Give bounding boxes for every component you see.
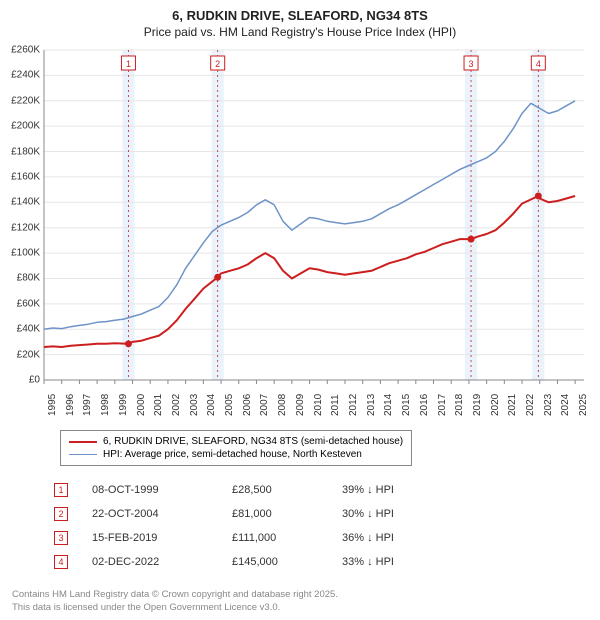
x-tick-label: 1995 bbox=[47, 394, 58, 416]
footer-line-2: This data is licensed under the Open Gov… bbox=[12, 602, 338, 614]
chart-subtitle: Price paid vs. HM Land Registry's House … bbox=[0, 25, 600, 41]
svg-text:4: 4 bbox=[536, 59, 541, 69]
y-tick-label: £0 bbox=[29, 375, 40, 386]
x-tick-label: 2002 bbox=[171, 394, 182, 416]
x-tick-label: 1996 bbox=[65, 394, 76, 416]
x-tick-label: 2011 bbox=[330, 394, 341, 416]
sale-price: £81,000 bbox=[232, 508, 342, 520]
sale-diff: 39% ↓ HPI bbox=[342, 484, 462, 496]
y-tick-label: £80K bbox=[17, 273, 40, 284]
title-block: 6, RUDKIN DRIVE, SLEAFORD, NG34 8TS Pric… bbox=[0, 0, 600, 40]
legend-swatch bbox=[69, 441, 97, 443]
legend-label: 6, RUDKIN DRIVE, SLEAFORD, NG34 8TS (sem… bbox=[103, 436, 403, 447]
sale-date: 02-DEC-2022 bbox=[92, 556, 232, 568]
x-tick-label: 2022 bbox=[525, 394, 536, 416]
sale-price: £145,000 bbox=[232, 556, 342, 568]
x-tick-label: 1997 bbox=[82, 394, 93, 416]
x-tick-label: 2005 bbox=[224, 394, 235, 416]
svg-text:3: 3 bbox=[469, 59, 474, 69]
footer-attribution: Contains HM Land Registry data © Crown c… bbox=[12, 589, 338, 614]
sale-marker-box: 2 bbox=[54, 507, 68, 521]
x-tick-label: 2004 bbox=[206, 394, 217, 416]
sale-diff: 36% ↓ HPI bbox=[342, 532, 462, 544]
sale-price: £111,000 bbox=[232, 532, 342, 544]
y-axis-labels: £0£20K£40K£60K£80K£100K£120K£140K£160K£1… bbox=[0, 50, 42, 380]
legend-swatch bbox=[69, 454, 97, 455]
x-tick-label: 2003 bbox=[189, 394, 200, 416]
chart-plot-area: 1 2 3 4 bbox=[44, 50, 584, 380]
sale-date: 15-FEB-2019 bbox=[92, 532, 232, 544]
chart-svg: 1 2 3 4 bbox=[44, 50, 584, 380]
svg-text:2: 2 bbox=[215, 59, 220, 69]
sales-table: 1 08-OCT-1999£28,50039% ↓ HPI 2 22-OCT-2004… bbox=[54, 478, 462, 574]
x-tick-label: 2014 bbox=[383, 394, 394, 416]
chart-title: 6, RUDKIN DRIVE, SLEAFORD, NG34 8TS bbox=[0, 8, 600, 25]
sale-row: 2 22-OCT-2004£81,00030% ↓ HPI bbox=[54, 502, 462, 526]
x-tick-label: 2016 bbox=[419, 394, 430, 416]
sale-diff: 33% ↓ HPI bbox=[342, 556, 462, 568]
x-tick-label: 2000 bbox=[136, 394, 147, 416]
x-tick-label: 2001 bbox=[153, 394, 164, 416]
y-tick-label: £140K bbox=[11, 197, 40, 208]
sale-date: 08-OCT-1999 bbox=[92, 484, 232, 496]
y-tick-label: £220K bbox=[11, 95, 40, 106]
legend: 6, RUDKIN DRIVE, SLEAFORD, NG34 8TS (sem… bbox=[60, 430, 412, 466]
y-tick-label: £40K bbox=[17, 324, 40, 335]
x-tick-label: 2006 bbox=[242, 394, 253, 416]
y-tick-label: £60K bbox=[17, 298, 40, 309]
y-tick-label: £180K bbox=[11, 146, 40, 157]
sale-marker-box: 1 bbox=[54, 483, 68, 497]
sale-marker-box: 4 bbox=[54, 555, 68, 569]
footer-line-1: Contains HM Land Registry data © Crown c… bbox=[12, 589, 338, 601]
x-tick-label: 2008 bbox=[277, 394, 288, 416]
sale-marker-box: 3 bbox=[54, 531, 68, 545]
x-tick-label: 2012 bbox=[348, 394, 359, 416]
x-tick-label: 2024 bbox=[560, 394, 571, 416]
x-tick-label: 2013 bbox=[366, 394, 377, 416]
sale-row: 4 02-DEC-2022£145,00033% ↓ HPI bbox=[54, 550, 462, 574]
x-tick-label: 2019 bbox=[472, 394, 483, 416]
y-tick-label: £260K bbox=[11, 45, 40, 56]
y-tick-label: £20K bbox=[17, 349, 40, 360]
x-tick-label: 2021 bbox=[507, 394, 518, 416]
sale-price: £28,500 bbox=[232, 484, 342, 496]
x-tick-label: 2010 bbox=[313, 394, 324, 416]
x-tick-label: 2007 bbox=[259, 394, 270, 416]
y-tick-label: £200K bbox=[11, 121, 40, 132]
y-tick-label: £240K bbox=[11, 70, 40, 81]
x-tick-label: 2023 bbox=[543, 394, 554, 416]
x-tick-label: 2009 bbox=[295, 394, 306, 416]
legend-item: 6, RUDKIN DRIVE, SLEAFORD, NG34 8TS (sem… bbox=[69, 435, 403, 448]
svg-text:1: 1 bbox=[126, 59, 131, 69]
legend-label: HPI: Average price, semi-detached house,… bbox=[103, 449, 362, 460]
x-tick-label: 2020 bbox=[490, 394, 501, 416]
y-tick-label: £160K bbox=[11, 171, 40, 182]
x-axis-labels: 1995 1996 1997 1998 1999 2000 2001 2002 2003 2004… bbox=[44, 384, 584, 424]
x-tick-label: 2025 bbox=[578, 394, 589, 416]
sale-diff: 30% ↓ HPI bbox=[342, 508, 462, 520]
x-tick-label: 2017 bbox=[437, 394, 448, 416]
x-tick-label: 1998 bbox=[100, 394, 111, 416]
x-tick-label: 2018 bbox=[454, 394, 465, 416]
legend-item: HPI: Average price, semi-detached house,… bbox=[69, 448, 403, 461]
x-tick-label: 1999 bbox=[118, 394, 129, 416]
sale-row: 1 08-OCT-1999£28,50039% ↓ HPI bbox=[54, 478, 462, 502]
y-tick-label: £120K bbox=[11, 222, 40, 233]
y-tick-label: £100K bbox=[11, 248, 40, 259]
x-tick-label: 2015 bbox=[401, 394, 412, 416]
chart-container: 6, RUDKIN DRIVE, SLEAFORD, NG34 8TS Pric… bbox=[0, 0, 600, 620]
sale-date: 22-OCT-2004 bbox=[92, 508, 232, 520]
sale-row: 3 15-FEB-2019£111,00036% ↓ HPI bbox=[54, 526, 462, 550]
